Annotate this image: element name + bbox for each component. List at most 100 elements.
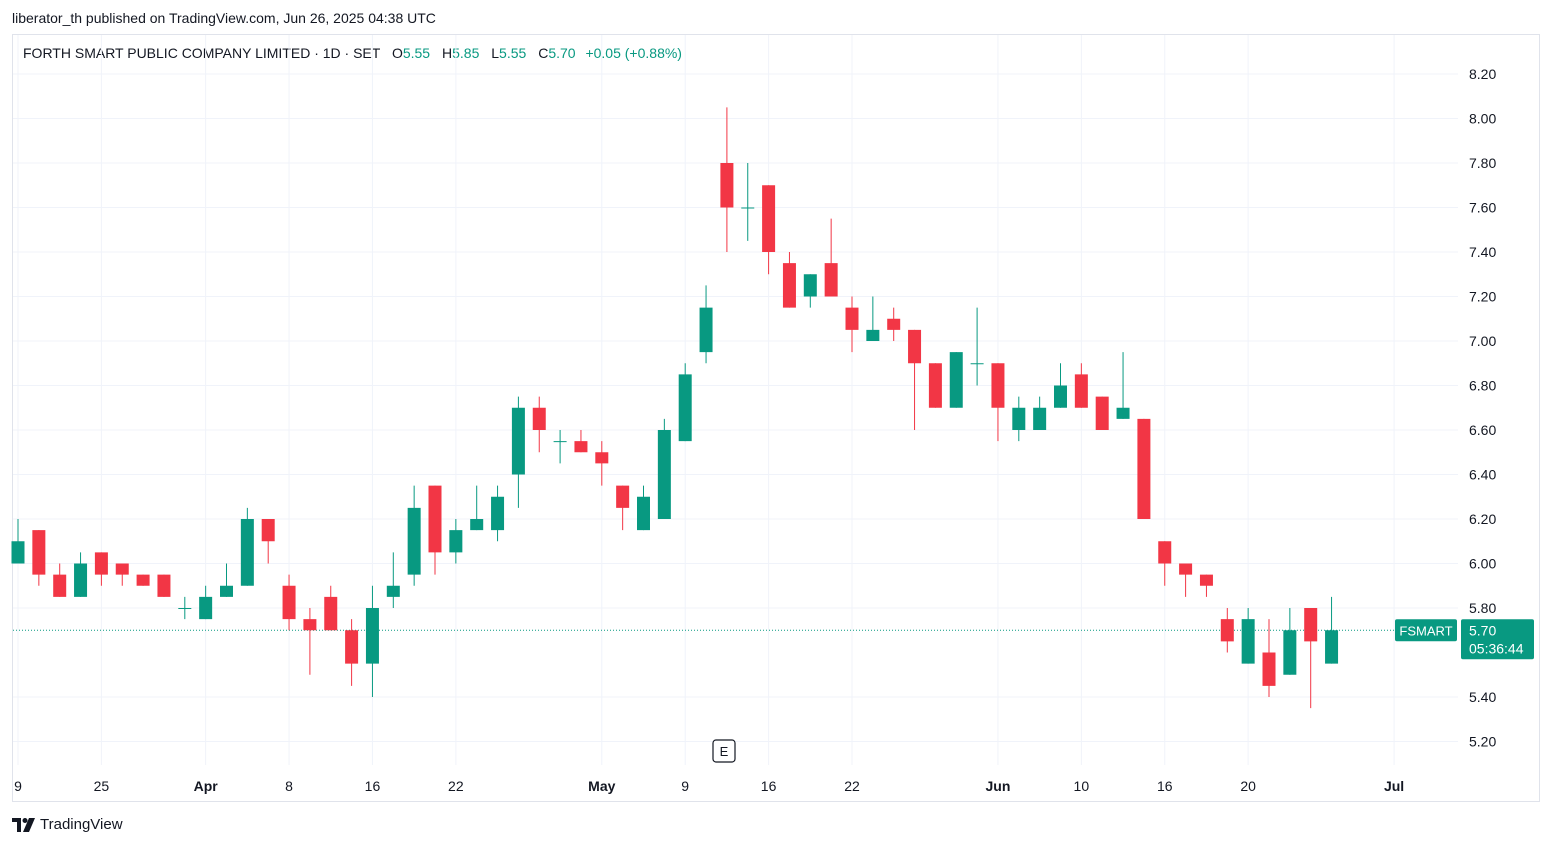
candle-body[interactable] — [365, 608, 379, 664]
candle-body[interactable] — [887, 318, 901, 330]
last-price-label: 5.70 — [1469, 622, 1496, 638]
x-tick-label: 10 — [1074, 778, 1090, 794]
candle-body[interactable] — [1304, 608, 1318, 642]
x-tick-label: 9 — [681, 778, 689, 794]
x-tick-label: Apr — [194, 778, 219, 794]
candle-body[interactable] — [491, 496, 505, 531]
candle-body[interactable] — [74, 563, 88, 597]
candle-body[interactable] — [407, 507, 421, 575]
candle-body[interactable] — [741, 207, 755, 209]
candle-body[interactable] — [928, 363, 942, 408]
candle-body[interactable] — [428, 485, 442, 553]
candle-body[interactable] — [178, 608, 192, 609]
x-tick-label: 8 — [285, 778, 293, 794]
candle-body[interactable] — [616, 485, 630, 508]
candle-body[interactable] — [53, 574, 67, 597]
candle-body[interactable] — [199, 596, 213, 620]
candle-body[interactable] — [220, 585, 233, 597]
candle-body[interactable] — [866, 329, 880, 341]
candle-body[interactable] — [1095, 396, 1109, 430]
candle-body[interactable] — [511, 407, 525, 475]
x-tick-label: 25 — [94, 778, 110, 794]
candle-body[interactable] — [1012, 407, 1026, 430]
chart-frame — [12, 34, 1540, 802]
change-value: +0.05 (+0.88%) — [585, 45, 682, 61]
candle-body[interactable] — [115, 563, 129, 575]
y-tick-label: 5.80 — [1469, 600, 1496, 616]
candle-body[interactable] — [782, 263, 796, 308]
candle-body[interactable] — [720, 163, 734, 208]
y-tick-label: 6.20 — [1469, 511, 1496, 527]
candle-body[interactable] — [261, 519, 275, 542]
x-tick-label: 9 — [14, 778, 22, 794]
candle-body[interactable] — [386, 585, 400, 597]
candle-body[interactable] — [970, 363, 984, 365]
candle-body[interactable] — [282, 585, 296, 620]
candle-body[interactable] — [762, 185, 776, 252]
candle-body[interactable] — [470, 519, 484, 531]
candle-body[interactable] — [991, 363, 1005, 408]
candle-body[interactable] — [699, 307, 713, 353]
y-tick-label: 6.60 — [1469, 422, 1496, 438]
candle-body[interactable] — [1137, 418, 1151, 519]
candle-body[interactable] — [949, 352, 963, 408]
candle-body[interactable] — [1074, 374, 1088, 408]
y-tick-label: 7.40 — [1469, 244, 1496, 260]
y-tick-label: 7.80 — [1469, 155, 1496, 171]
earnings-event-icon[interactable] — [712, 739, 736, 763]
y-tick-label: 8.00 — [1469, 111, 1496, 127]
x-tick-label: 16 — [1157, 778, 1173, 794]
candle-body[interactable] — [1220, 619, 1234, 642]
candle-body[interactable] — [157, 574, 171, 597]
candle-body[interactable] — [824, 263, 838, 297]
publish-info: liberator_th published on TradingView.co… — [12, 10, 436, 26]
ticker-tag-label: FSMART — [1399, 623, 1452, 638]
low-value: 5.55 — [499, 45, 527, 61]
symbol-title[interactable]: FORTH SMART PUBLIC COMPANY LIMITED · 1D … — [23, 45, 381, 61]
candle-body[interactable] — [136, 574, 150, 586]
candle-body[interactable] — [1054, 385, 1067, 408]
tradingview-footer[interactable]: TradingView — [12, 816, 123, 833]
candle-body[interactable] — [1262, 652, 1276, 686]
x-tick-label: Jul — [1384, 778, 1404, 794]
candle-body[interactable] — [32, 530, 46, 575]
candle-body[interactable] — [657, 430, 671, 519]
candle-body[interactable] — [908, 329, 922, 364]
candle-body[interactable] — [1241, 619, 1255, 664]
candle-body[interactable] — [1158, 541, 1172, 564]
y-tick-label: 7.00 — [1469, 333, 1496, 349]
candle-body[interactable] — [303, 619, 317, 631]
y-tick-label: 6.00 — [1469, 556, 1496, 572]
candle-body[interactable] — [449, 530, 463, 553]
candle-body[interactable] — [94, 552, 108, 575]
candle-body[interactable] — [803, 274, 817, 297]
candle-body[interactable] — [1033, 407, 1047, 430]
candle-body[interactable] — [1325, 630, 1339, 664]
candle-body[interactable] — [1116, 407, 1130, 419]
y-tick-label: 6.80 — [1469, 378, 1496, 394]
candle-body[interactable] — [553, 441, 567, 443]
candle-body[interactable] — [1199, 574, 1213, 586]
candle-body[interactable] — [324, 596, 338, 631]
candle-body[interactable] — [678, 374, 692, 442]
y-tick-label: 7.20 — [1469, 289, 1496, 305]
open-value: 5.55 — [402, 45, 431, 61]
candle-body[interactable] — [240, 519, 254, 586]
candle-body[interactable] — [574, 441, 588, 453]
candle-body[interactable] — [532, 407, 546, 430]
y-tick-label: 6.40 — [1469, 467, 1496, 483]
y-tick-label: 8.20 — [1469, 66, 1496, 82]
candle-body[interactable] — [637, 496, 650, 531]
candle-body[interactable] — [845, 307, 859, 330]
x-tick-label: May — [588, 778, 615, 794]
x-tick-label: Jun — [986, 778, 1011, 794]
candle-body[interactable] — [1283, 630, 1297, 675]
close-label: C — [538, 45, 549, 61]
high-label: H — [441, 45, 453, 61]
candle-body[interactable] — [345, 630, 359, 664]
candle-body[interactable] — [595, 452, 609, 464]
candle-body[interactable] — [1179, 563, 1193, 575]
earnings-event-label: E — [720, 744, 729, 759]
candle-body[interactable] — [11, 541, 25, 564]
